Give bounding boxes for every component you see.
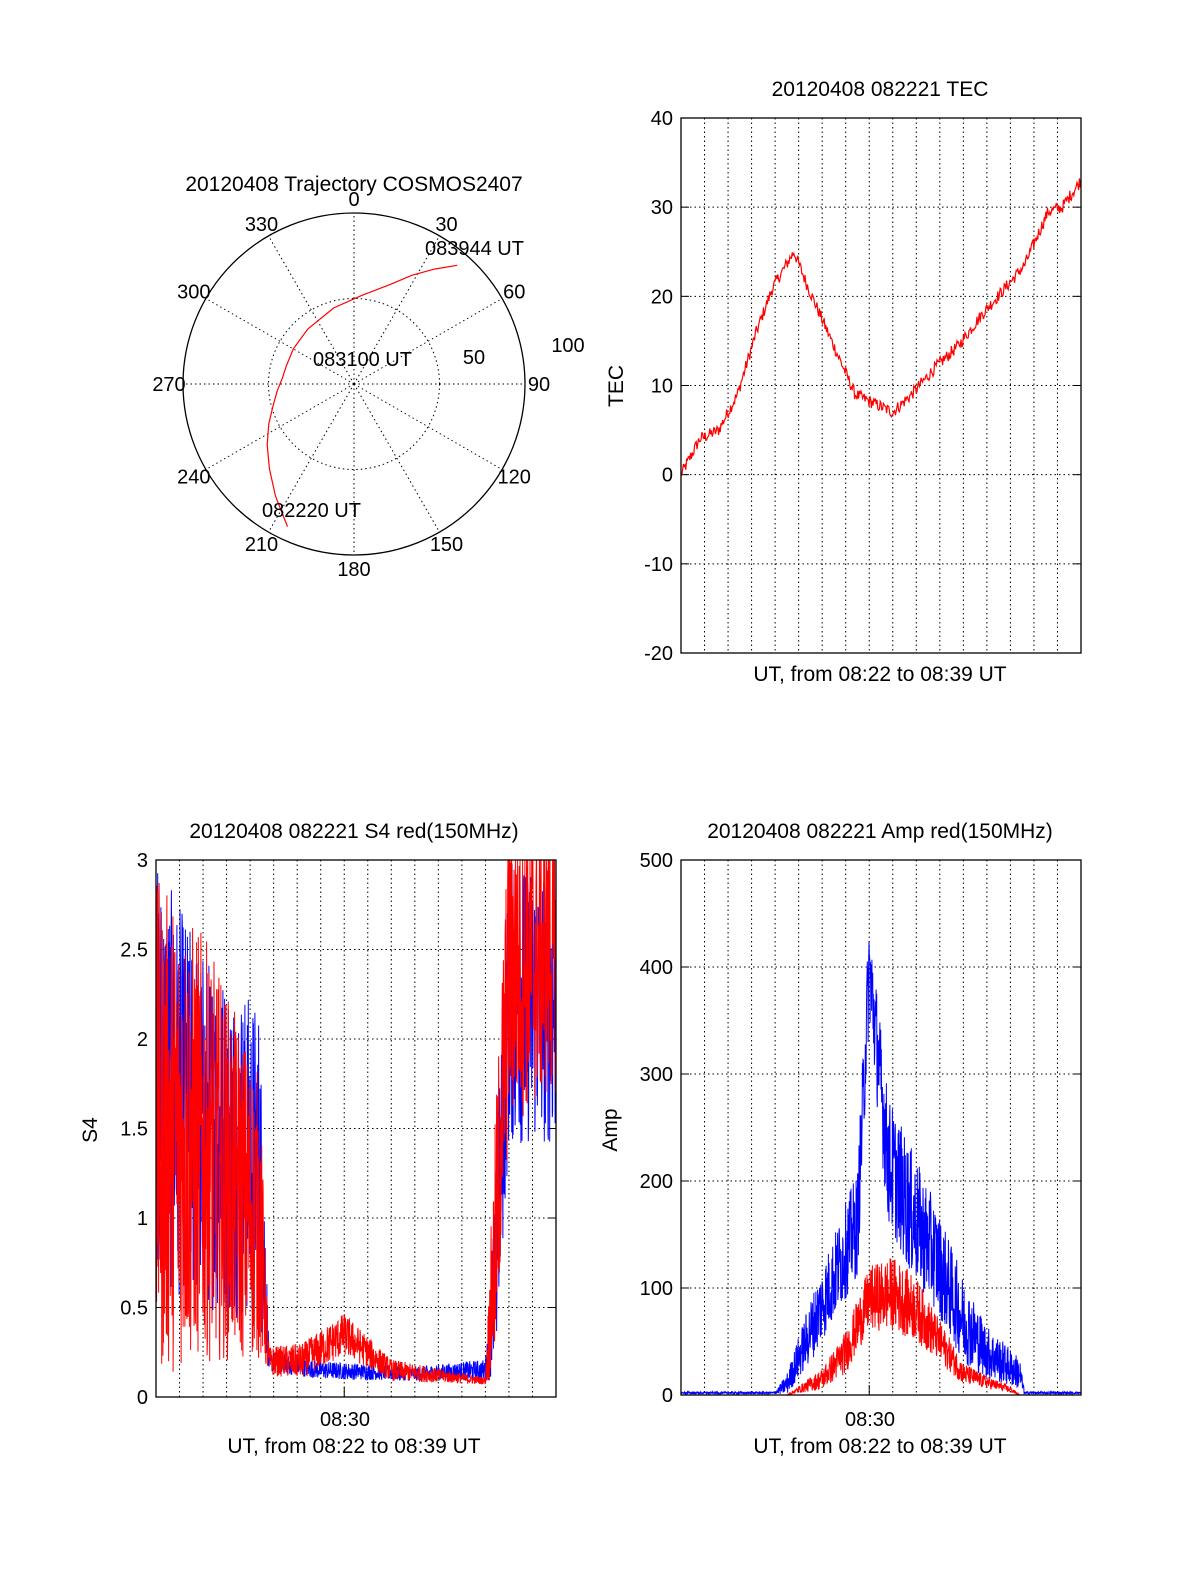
tec-title: 20120408 082221 TEC xyxy=(772,78,989,101)
y-tick-label: 300 xyxy=(640,1064,673,1086)
polar-angle-label: 270 xyxy=(152,374,185,396)
polar-outer-circle xyxy=(182,212,526,556)
y-tick-label: 0 xyxy=(662,465,673,487)
s4-red-series-line xyxy=(155,859,557,1385)
tec-y-label: TEC xyxy=(605,365,628,407)
y-tick-label: -20 xyxy=(644,643,673,665)
polar-spoke xyxy=(353,298,503,385)
s4-y-label: S4 xyxy=(79,1117,102,1143)
y-tick-label: 40 xyxy=(651,108,673,130)
tec-plot-frame xyxy=(680,117,1082,654)
y-tick-label: -10 xyxy=(644,554,673,576)
amp-x-tick-label: 08:30 xyxy=(845,1409,895,1431)
amp-blue-series-line xyxy=(680,941,1082,1396)
polar-angle-label: 300 xyxy=(177,282,210,304)
y-tick-label: 2 xyxy=(137,1029,148,1051)
y-tick-label: 30 xyxy=(651,197,673,219)
y-tick-label: 1 xyxy=(137,1208,148,1230)
y-tick-label: 20 xyxy=(651,286,673,308)
polar-angle-label: 240 xyxy=(177,467,210,489)
s4-title: 20120408 082221 S4 red(150MHz) xyxy=(189,820,518,843)
y-tick-label: 0.5 xyxy=(120,1298,148,1320)
polar-grid xyxy=(182,212,526,556)
amp-x-label: UT, from 08:22 to 08:39 UT xyxy=(753,1435,1006,1458)
polar-radius-label-50: 50 xyxy=(463,347,485,369)
polar-angle-label: 0 xyxy=(348,189,359,211)
polar-spoke xyxy=(353,235,440,385)
y-tick-label: 100 xyxy=(640,1278,673,1300)
y-tick-label: 2.5 xyxy=(120,940,148,962)
polar-angle-label: 60 xyxy=(503,282,525,304)
tec-gridlines xyxy=(681,117,1081,654)
polar-angle-labels: 0 30 60 90 120 150 180 210 240 270 300 330 xyxy=(152,189,550,581)
polar-angle-label: 180 xyxy=(337,559,370,581)
annotation-mid-time: 083100 UT xyxy=(313,349,412,371)
polar-title: 20120408 Trajectory COSMOS2407 xyxy=(185,173,522,196)
s4-x-tick-label: 08:30 xyxy=(320,1409,370,1431)
y-tick-label: 10 xyxy=(651,376,673,398)
s4-plot-frame xyxy=(155,859,557,1398)
amp-plot-frame xyxy=(680,859,1082,1396)
polar-spoke xyxy=(353,383,503,470)
y-tick-label: 0 xyxy=(137,1387,148,1409)
annotation-start-time: 082220 UT xyxy=(262,500,361,522)
y-tick-label: 1.5 xyxy=(120,1119,148,1141)
polar-angle-label: 90 xyxy=(528,374,550,396)
s4-chart: 20120408 082221 S4 red(150MHz) 0 0.5 1 1.5 2… xyxy=(79,820,557,1458)
polar-chart: 20120408 Trajectory COSMOS2407 0 30 60 90 12… xyxy=(152,173,584,581)
polar-angle-label: 150 xyxy=(430,534,463,556)
polar-spoke xyxy=(268,235,355,385)
polar-angle-label: 30 xyxy=(435,214,457,236)
polar-spoke xyxy=(205,298,355,385)
polar-angle-label: 330 xyxy=(245,214,278,236)
tec-x-label: UT, from 08:22 to 08:39 UT xyxy=(753,663,1006,686)
tec-y-ticks: -20 -10 0 10 20 30 40 xyxy=(644,108,673,665)
y-tick-label: 500 xyxy=(640,850,673,872)
polar-angle-label: 210 xyxy=(245,534,278,556)
y-tick-label: 400 xyxy=(640,957,673,979)
polar-angle-label: 120 xyxy=(498,467,531,489)
y-tick-label: 200 xyxy=(640,1171,673,1193)
amp-y-label: Amp xyxy=(599,1108,622,1151)
polar-spoke xyxy=(268,383,355,533)
s4-x-label: UT, from 08:22 to 08:39 UT xyxy=(227,1435,480,1458)
y-tick-label: 3 xyxy=(137,850,148,872)
y-tick-label: 0 xyxy=(662,1385,673,1407)
amp-chart: 20120408 082221 Amp red(150MHz) 0 100 200 3… xyxy=(599,820,1082,1458)
amp-y-ticks: 0 100 200 300 400 500 xyxy=(640,850,673,1407)
polar-trajectory-line xyxy=(266,264,458,527)
polar-radius-label-100: 100 xyxy=(551,335,584,357)
amp-title: 20120408 082221 Amp red(150MHz) xyxy=(707,820,1053,843)
polar-spoke xyxy=(205,383,355,470)
tec-series-line xyxy=(680,178,1082,476)
s4-y-ticks: 0 0.5 1 1.5 2 2.5 3 xyxy=(120,850,148,1409)
annotation-end-time: 083944 UT xyxy=(425,238,524,260)
polar-spoke xyxy=(353,383,440,533)
